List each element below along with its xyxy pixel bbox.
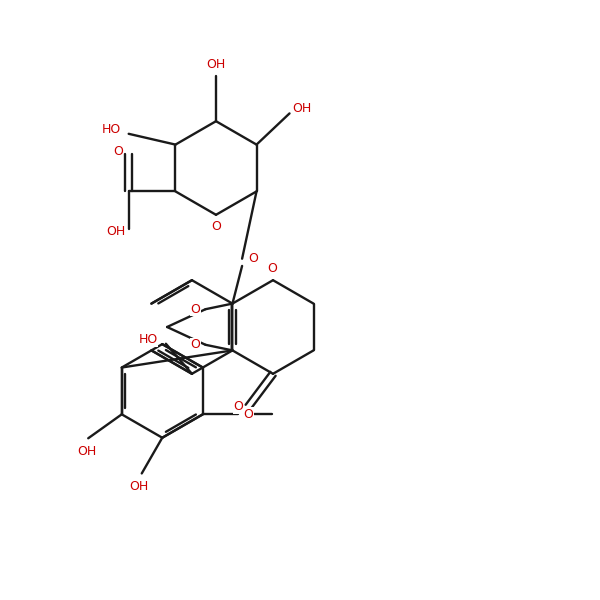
Text: O: O: [243, 408, 253, 421]
Text: O: O: [113, 145, 123, 158]
Text: HO: HO: [102, 123, 121, 136]
Text: O: O: [233, 400, 243, 413]
Text: OH: OH: [129, 480, 148, 493]
Text: O: O: [248, 252, 258, 265]
Text: OH: OH: [292, 102, 311, 115]
Text: O: O: [190, 338, 200, 351]
Text: O: O: [190, 303, 200, 316]
Text: OH: OH: [106, 225, 125, 238]
Text: HO: HO: [138, 333, 158, 346]
Text: OH: OH: [77, 445, 97, 458]
Text: OH: OH: [206, 58, 226, 71]
Text: O: O: [267, 262, 277, 275]
Text: O: O: [211, 220, 221, 233]
